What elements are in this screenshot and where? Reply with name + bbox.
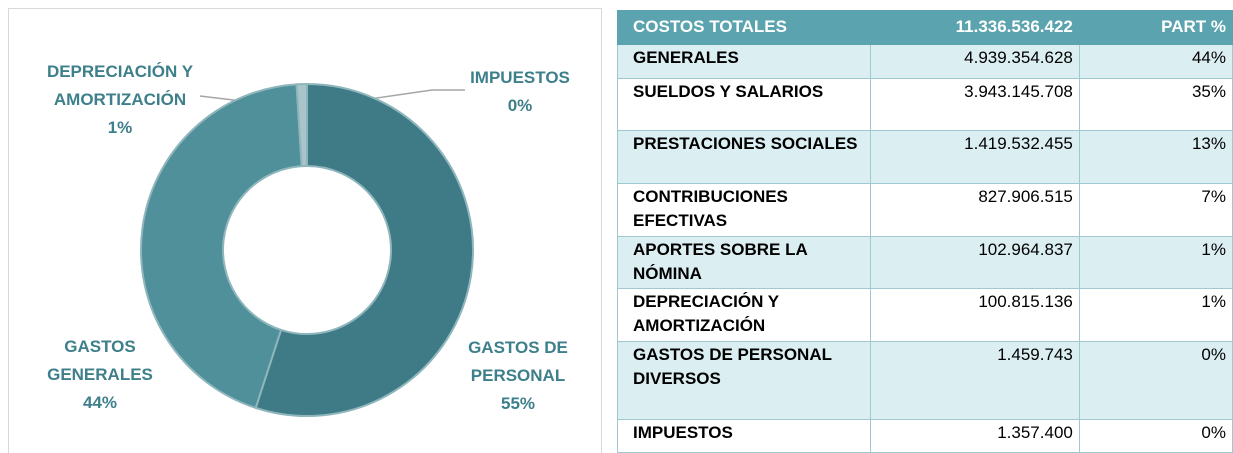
table-cell: 13% [1078,130,1233,184]
table-cell: 100.815.136 [870,288,1080,342]
header-cell: PART % [1078,10,1233,45]
table-row: SUELDOS Y SALARIOS 3.943.145.708 35% [617,78,1233,131]
donut-slice [140,83,303,410]
label-value: 1% [107,118,133,137]
table-cell: 0% [1078,419,1233,453]
slice-label: IMPUESTOS 0% [440,64,600,120]
donut-slice [254,82,474,417]
table-cell: 1% [1078,236,1233,289]
header-cell: COSTOS TOTALES [617,10,871,45]
slice-label: DEPRECIACIÓN Y AMORTIZACIÓN 1% [20,58,220,142]
table-cell: APORTES SOBRE LA NÓMINA [617,236,871,289]
label-value: 44% [82,393,118,412]
table-cell: SUELDOS Y SALARIOS [617,78,871,131]
table-cell: 827.906.515 [870,183,1080,237]
label-name: GASTOS GENERALES [47,337,153,384]
chart-frame [8,8,602,453]
table-cell: IMPUESTOS [617,419,871,453]
header-row: COSTOS TOTALES 11.336.536.422 PART % [617,10,1233,45]
table-cell: 7% [1078,183,1233,237]
slice-label: GASTOS DE PERSONAL 55% [410,334,626,418]
label-value: 0% [507,96,533,115]
table-row: APORTES SOBRE LA NÓMINA 102.964.837 1% [617,236,1233,289]
label-name: GASTOS DE PERSONAL [468,338,568,385]
table-cell: PRESTACIONES SOCIALES [617,130,871,184]
table-row: DEPRECIACIÓN Y AMORTIZACIÓN 100.815.136 1% [617,288,1233,342]
donut-chart [140,82,474,417]
slice-label: GASTOS GENERALES 44% [10,333,190,417]
label-name: IMPUESTOS [470,68,570,87]
cost-table: COSTOS TOTALES 11.336.536.422 PART % GENERA… [617,10,1233,453]
table-cell: DEPRECIACIÓN Y AMORTIZACIÓN [617,288,871,342]
table-cell: 4.939.354.628 [870,44,1080,79]
table-row: GASTOS DE PERSONAL DIVERSOS 1.459.743 0% [617,341,1233,420]
table-cell: 1% [1078,288,1233,342]
table-row: PRESTACIONES SOCIALES 1.419.532.455 13% [617,130,1233,184]
table-row: IMPUESTOS 1.357.400 0% [617,419,1233,453]
table-row: GENERALES 4.939.354.628 44% [617,44,1233,79]
table-cell: 3.943.145.708 [870,78,1080,131]
table-cell: 102.964.837 [870,236,1080,289]
table-cell: 1.459.743 [870,341,1080,420]
table-cell: GASTOS DE PERSONAL DIVERSOS [617,341,871,420]
label-value: 55% [500,394,536,413]
table-row: CONTRIBUCIONES EFECTIVAS 827.906.515 7% [617,183,1233,237]
table-cell: CONTRIBUCIONES EFECTIVAS [617,183,871,237]
table-cell: GENERALES [617,44,871,79]
table-cell: 0% [1078,341,1233,420]
table-cell: 1.357.400 [870,419,1080,453]
header-cell: 11.336.536.422 [870,10,1080,45]
table-cell: 1.419.532.455 [870,130,1080,184]
table-cell: 35% [1078,78,1233,131]
table-cell: 44% [1078,44,1233,79]
label-name: DEPRECIACIÓN Y AMORTIZACIÓN [46,62,194,109]
